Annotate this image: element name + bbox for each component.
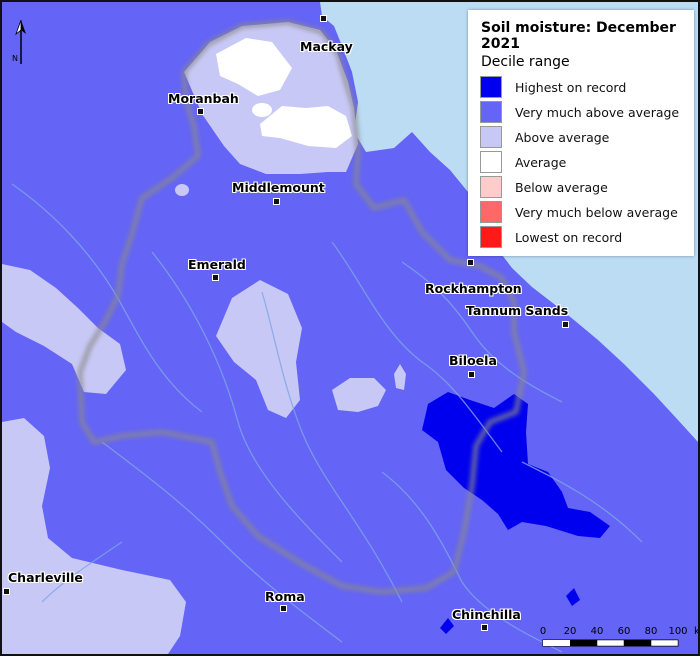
- town-label-moranbah: Moranbah: [168, 91, 239, 106]
- highest-small-1: [440, 618, 454, 634]
- above-average-emerald: [216, 280, 302, 418]
- legend-item: Lowest on record: [480, 226, 692, 250]
- legend-item: Very much below average: [480, 201, 692, 225]
- highest-on-record: [422, 392, 610, 538]
- legend-item: Below average: [480, 176, 692, 200]
- legend-item-label: Lowest on record: [515, 230, 623, 245]
- map-legend: Soil moisture: December 2021 Decile rang…: [468, 10, 694, 256]
- legend-item: Highest on record: [480, 76, 692, 100]
- legend-item-label: Average: [515, 155, 567, 170]
- scale-tick-label: 100: [668, 626, 688, 637]
- scale-tick-label: 40: [590, 626, 604, 637]
- legend-swatch: [480, 176, 502, 198]
- legend-item-label: Below average: [515, 180, 608, 195]
- town-marker-roma: [280, 605, 287, 612]
- scale-tick-label: 60: [617, 626, 631, 637]
- town-marker-middlemount: [273, 198, 280, 205]
- town-label-mackay: Mackay: [300, 39, 353, 54]
- legend-item-label: Highest on record: [515, 80, 627, 95]
- town-label-charleville: Charleville: [8, 570, 83, 585]
- above-average-southwest: [2, 418, 186, 654]
- town-label-emerald: Emerald: [188, 257, 246, 272]
- town-marker-moranbah: [197, 108, 204, 115]
- rivers: [11, 183, 643, 653]
- scale-tick-label: 20: [563, 626, 577, 637]
- region-boundary: [77, 19, 527, 595]
- legend-swatch: [480, 201, 502, 223]
- legend-item-label: Very much above average: [515, 105, 680, 120]
- town-label-rockhampton: Rockhampton: [425, 281, 522, 296]
- scale-tick-label: 80: [644, 626, 658, 637]
- town-marker-rockhampton: [467, 259, 474, 266]
- legend-swatch: [480, 126, 502, 148]
- legend-item: Average: [480, 151, 692, 175]
- legend-swatch: [480, 76, 502, 98]
- town-marker-biloela: [468, 371, 475, 378]
- scale-bar-graphic: [542, 639, 679, 647]
- legend-swatch: [480, 101, 502, 123]
- town-label-chinchilla: Chinchilla: [452, 607, 521, 622]
- legend-swatch: [480, 151, 502, 173]
- town-marker-charleville: [3, 588, 10, 595]
- town-label-biloela: Biloela: [449, 353, 497, 368]
- highest-small-2: [566, 588, 580, 606]
- legend-item: Very much above average: [480, 101, 692, 125]
- average-north: [216, 38, 292, 96]
- legend-item-label: Above average: [515, 130, 610, 145]
- scale-bar: 0 20 40 60 80 100 km: [539, 626, 700, 652]
- above-average-west: [2, 264, 126, 394]
- legend-title: Soil moisture: December 2021: [481, 20, 676, 52]
- north-arrow-icon: [15, 20, 26, 64]
- average-dot: [252, 103, 272, 117]
- average-middle: [260, 106, 352, 148]
- town-marker-emerald: [212, 274, 219, 281]
- scale-tick-label: 0: [539, 626, 547, 637]
- north-label: N: [12, 54, 18, 63]
- above-average-patch: [332, 378, 386, 412]
- legend-item-label: Very much below average: [515, 205, 678, 220]
- scale-unit: km: [694, 626, 700, 637]
- town-marker-mackay: [320, 15, 327, 22]
- town-label-tannum-sands: Tannum Sands: [466, 303, 569, 318]
- town-label-roma: Roma: [265, 589, 305, 604]
- above-average-dot: [175, 184, 189, 196]
- town-marker-chinchilla: [481, 624, 488, 631]
- town-marker-tannum-sands: [562, 321, 569, 328]
- legend-swatch: [480, 226, 502, 248]
- town-label-middlemount: Middlemount: [232, 180, 325, 195]
- legend-item: Above average: [480, 126, 692, 150]
- legend-subtitle: Decile range: [481, 54, 570, 70]
- above-average-small: [394, 364, 406, 390]
